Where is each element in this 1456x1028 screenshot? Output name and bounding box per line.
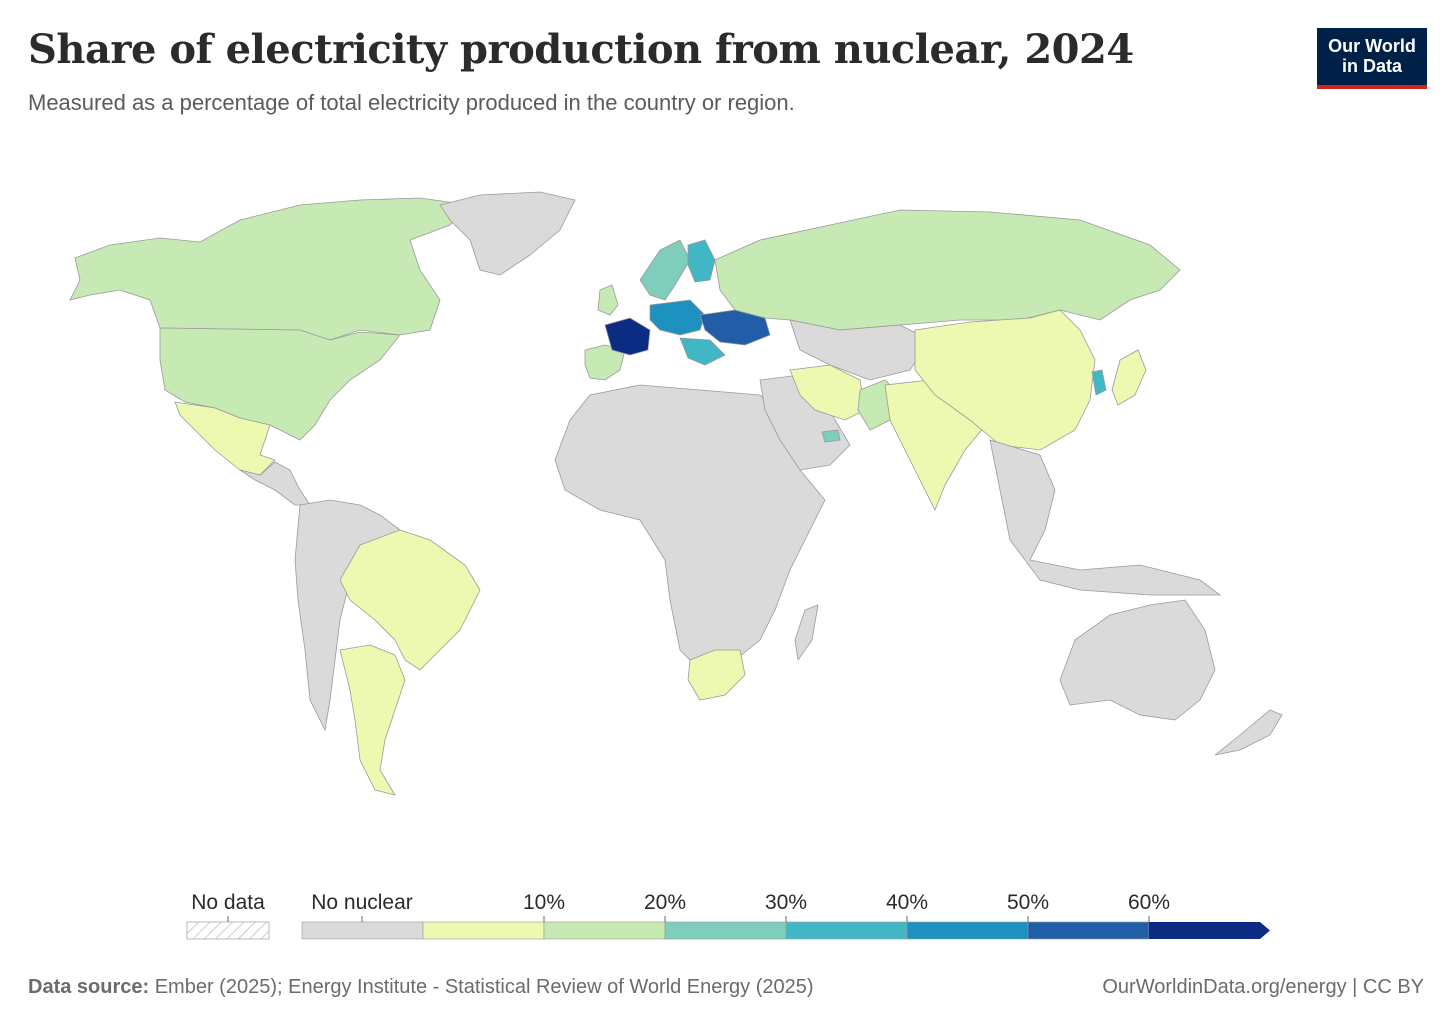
region-central-america[interactable] [239, 461, 311, 506]
legend-no-nuclear-label: No nuclear [311, 891, 413, 914]
region-central-europe[interactable] [649, 299, 706, 336]
region-finland[interactable] [687, 239, 716, 283]
legend-no-data-swatch [186, 921, 270, 940]
owid-logo[interactable]: Our World in Data [1317, 28, 1427, 89]
region-mexico[interactable] [174, 401, 276, 476]
world-map [69, 191, 1283, 796]
legend-bin-bin-30-40[interactable] [785, 921, 908, 940]
region-bulgaria[interactable] [679, 337, 726, 366]
legend-bin-bin-50-60[interactable] [1027, 921, 1150, 940]
source-url-link[interactable]: OurWorldinData.org/energy | CC BY [1102, 976, 1424, 998]
legend-tick-label: 30% [765, 891, 807, 914]
legend-bin-bin-20-30[interactable] [664, 921, 787, 940]
region-southeast-asia[interactable] [989, 439, 1222, 596]
region-russia[interactable] [714, 209, 1181, 331]
region-uae[interactable] [821, 429, 841, 443]
region-iran[interactable] [789, 364, 866, 421]
region-japan[interactable] [1111, 349, 1147, 406]
legend-tick-label: 50% [1007, 891, 1049, 914]
legend-bin-bin-10-20[interactable] [543, 921, 666, 940]
region-brazil[interactable] [339, 529, 481, 671]
region-central-asia[interactable] [789, 319, 931, 381]
region-canada[interactable] [69, 197, 471, 341]
region-argentina[interactable] [339, 644, 406, 796]
legend-bin-bin-40-50[interactable] [906, 921, 1029, 940]
region-china[interactable] [914, 309, 1096, 451]
data-source-text: Ember (2025); Energy Institute - Statist… [149, 976, 814, 998]
legend-bin-bin-0-10[interactable] [422, 921, 545, 940]
region-uk[interactable] [597, 284, 619, 316]
region-france[interactable] [604, 317, 651, 356]
logo-line-2: in Data [1341, 56, 1402, 76]
region-madagascar[interactable] [794, 604, 819, 662]
region-south-korea[interactable] [1091, 369, 1107, 396]
logo-line-1: Our World [1328, 36, 1416, 56]
data-source: Data source: Ember (2025); Energy Instit… [28, 976, 814, 999]
region-south-africa[interactable] [687, 649, 746, 701]
region-spain[interactable] [584, 344, 626, 381]
region-australia[interactable] [1059, 599, 1216, 721]
map-legend: No data No nuclear 10% 20% 30% 40% 50% 60% [186, 891, 1270, 940]
data-source-label: Data source: [28, 976, 150, 998]
legend-no-data-label: No data [191, 891, 265, 914]
region-sweden[interactable] [639, 239, 691, 301]
legend-tick-label: 20% [644, 891, 686, 914]
legend-tick-label: 40% [886, 891, 928, 914]
legend-tick-label: 10% [523, 891, 565, 914]
legend-tick-label: 60% [1128, 891, 1170, 914]
legend-color-bins [301, 921, 1270, 940]
region-greenland[interactable] [439, 191, 576, 276]
legend-tick-labels: 10% 20% 30% 40% 50% 60% [523, 891, 1170, 922]
chart-title: Share of electricity production from nuc… [28, 26, 1134, 73]
legend-bin-no-nuclear[interactable] [301, 921, 424, 940]
chart-subtitle: Measured as a percentage of total electr… [28, 90, 795, 115]
legend-bin-60-plus[interactable] [1149, 922, 1270, 939]
region-usa[interactable] [159, 327, 401, 441]
region-new-zealand[interactable] [1214, 709, 1283, 756]
